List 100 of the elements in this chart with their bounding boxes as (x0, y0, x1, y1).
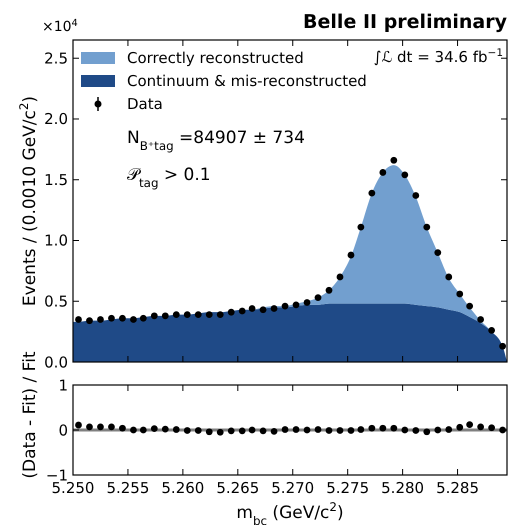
legend-label: Data (127, 95, 163, 113)
point (228, 308, 235, 316)
point (238, 308, 246, 314)
point (140, 426, 147, 434)
legend-label: Correctly reconstructed (127, 49, 304, 67)
point (194, 427, 202, 434)
chart-title: Belle II preliminary (303, 11, 508, 33)
point (390, 424, 398, 432)
point (75, 422, 82, 428)
x-tick-label: 5.270 (271, 479, 314, 497)
point (270, 305, 278, 312)
point (445, 426, 452, 433)
point (216, 428, 224, 436)
y-tick-label: 2.5 (44, 49, 68, 68)
y-tick-label: 0.0 (44, 353, 68, 372)
point (150, 425, 158, 432)
point (456, 290, 464, 298)
point (130, 316, 137, 323)
point (206, 428, 213, 436)
point (194, 311, 202, 318)
point (304, 426, 310, 434)
point (434, 249, 442, 256)
point (412, 427, 420, 434)
y-tick-label: 0 (58, 421, 68, 440)
point (248, 426, 256, 434)
point (86, 423, 93, 430)
point (401, 171, 408, 178)
point (162, 426, 169, 432)
point (326, 427, 332, 434)
point (282, 426, 288, 433)
point (466, 421, 474, 428)
text: ×10$^{4}$ (42, 18, 78, 35)
y-tick-label: 1.0 (44, 232, 68, 250)
point (119, 314, 126, 322)
point (304, 299, 310, 306)
point (292, 302, 300, 308)
annotation: N$_{B⁺tag}$ =84907 ± 734 (127, 128, 305, 153)
x-tick-label: 5.280 (381, 479, 424, 497)
point (270, 428, 278, 435)
point (488, 424, 496, 432)
point (488, 327, 496, 334)
point (423, 224, 430, 231)
legend-label: Continuum & mis-reconstructed (127, 72, 367, 90)
point (140, 314, 147, 322)
point (206, 311, 213, 318)
point (348, 427, 354, 434)
point (75, 316, 82, 323)
x-axis-title: m$_{bc}$ (GeV/c$^{2}$) (236, 500, 344, 525)
point (172, 311, 180, 318)
point (412, 192, 420, 199)
point (238, 428, 246, 434)
point (248, 305, 256, 312)
point (348, 252, 354, 258)
x-tick-label: 5.265 (216, 479, 260, 497)
point (292, 426, 300, 433)
point (390, 156, 398, 164)
point (314, 294, 322, 301)
point (260, 306, 266, 314)
point (434, 426, 442, 434)
y-tick-label: 1 (58, 376, 68, 394)
point (477, 423, 484, 430)
point (314, 426, 322, 433)
annotation: 𝒫$_{tag}$ > 0.1 (127, 165, 211, 190)
point (357, 224, 364, 231)
point (282, 302, 288, 310)
point (216, 311, 224, 318)
annotation: ∫ℒ dt = 34.6 fb$^{−1}$ (374, 47, 503, 66)
point (130, 426, 137, 434)
point (368, 190, 376, 196)
y-tick-label: 2.0 (44, 110, 68, 128)
point (108, 423, 115, 430)
point (162, 312, 169, 320)
point (499, 342, 506, 350)
point (260, 428, 266, 434)
point (184, 311, 191, 318)
y-axis-title: (Data - Fit) / Fit (20, 351, 40, 479)
point (97, 316, 104, 323)
point (477, 316, 484, 323)
x-tick-label: 5.275 (326, 479, 370, 497)
point (150, 312, 158, 320)
point (456, 424, 464, 431)
y-tick-label: 0.5 (44, 292, 68, 310)
point (228, 428, 235, 434)
point (401, 426, 408, 434)
y-tick-label: 1.5 (44, 170, 68, 189)
x-tick-label: 5.255 (106, 479, 150, 497)
point (357, 426, 364, 433)
x-tick-label: 5.285 (436, 479, 480, 497)
point (97, 423, 104, 430)
point (368, 424, 376, 432)
point (326, 286, 332, 294)
point (423, 428, 430, 436)
point (108, 314, 115, 322)
point (119, 424, 126, 432)
point (172, 426, 180, 433)
point (86, 317, 93, 324)
x-tick-label: 5.260 (161, 479, 204, 497)
point (379, 169, 386, 176)
point (379, 424, 386, 432)
point (466, 302, 474, 310)
